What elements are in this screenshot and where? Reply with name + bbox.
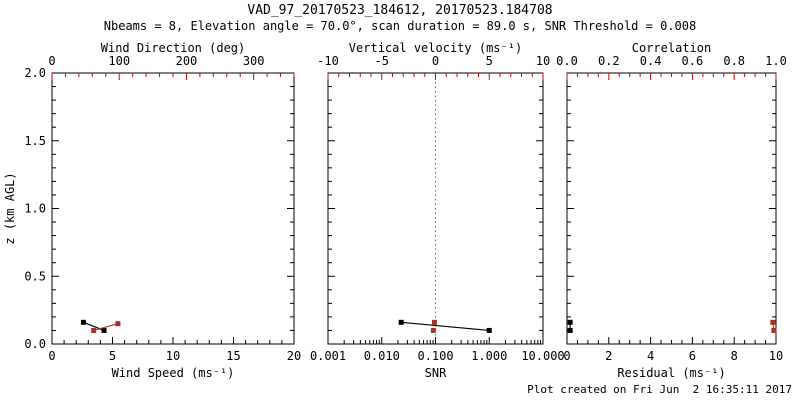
y-tick-label: 0.5 [24, 269, 46, 283]
residual-panel: 0 2 4 6 8 10 Residual (ms⁻¹) 0.0 0.2 0.4 0.6 0.8 1.0… [556, 41, 787, 380]
snr-bottom-axis-title: SNR [425, 366, 447, 380]
residual-x-tick-label: 2 [605, 349, 612, 363]
residual-bottom-axis-title: Residual (ms⁻¹) [617, 366, 725, 380]
wind-x-tick-label: 10 [166, 349, 180, 363]
snr-top-tick-label: -5 [375, 54, 389, 68]
residual-top-tick-label: 1.0 [765, 54, 787, 68]
plot-title: VAD_97_20170523_184612, 20170523.184708 [247, 3, 553, 18]
correlation-marker [771, 327, 777, 333]
snr-top-axis-title: Vertical velocity (ms⁻¹) [349, 41, 522, 55]
wind-top-axis-title: Wind Direction (deg) [101, 41, 246, 55]
y-axis-title: z (km AGL) [3, 172, 17, 244]
wind-direction-marker [115, 321, 121, 327]
y-tick-label: 1.0 [24, 202, 46, 216]
residual-plot-box [566, 72, 777, 345]
snr-x-tick-label: 0.100 [417, 349, 453, 363]
wind-direction-series [91, 321, 121, 333]
snr-top-tick-label: 5 [486, 54, 493, 68]
snr-x-tick-label: 0.010 [364, 349, 400, 363]
snr-profile-marker [398, 319, 404, 325]
snr-x-tick-label: 0.001 [310, 349, 346, 363]
wind-direction-marker [91, 327, 97, 333]
residual-x-tick-label: 8 [731, 349, 738, 363]
residual-top-tick-label: 0.6 [682, 54, 704, 68]
snr-profile-marker [486, 327, 492, 333]
y-tick-label: 2.0 [24, 66, 46, 80]
residual-top-axis-title: Correlation [632, 41, 711, 55]
snr-top-tick-label: 10 [536, 54, 550, 68]
residual-top-tick-label: 0.2 [598, 54, 620, 68]
wind-top-tick-label: 0 [48, 54, 55, 68]
residual-x-tick-label: 10 [769, 349, 783, 363]
wind-x-tick-label: 15 [226, 349, 240, 363]
wind-speed-marker [80, 319, 86, 325]
wind-top-tick-label: 200 [176, 54, 198, 68]
vertical-velocity-marker [430, 327, 436, 333]
wind-speed-marker [101, 327, 107, 333]
residual-profile-marker [567, 319, 573, 325]
residual-top-tick-label: 0.8 [723, 54, 745, 68]
snr-panel: 0.001 0.010 0.100 1.000 10.000 SNR -10 -5 0 5 10 Ve… [310, 41, 565, 380]
residual-x-tick-label: 4 [647, 349, 654, 363]
residual-x-tick-label: 6 [689, 349, 696, 363]
snr-x-tick-label: 1.000 [471, 349, 507, 363]
correlation-series [770, 319, 777, 333]
plot-subtitle: Nbeams = 8, Elevation angle = 70.0°, sca… [103, 19, 697, 33]
residual-top-tick-label: 0.4 [640, 54, 662, 68]
vertical-velocity-series [430, 319, 437, 333]
snr-top-tick-label: 0 [432, 54, 439, 68]
wind-top-tick-label: 100 [108, 54, 130, 68]
y-tick-label: 0.0 [24, 337, 46, 351]
wind-bottom-axis-title: Wind Speed (ms⁻¹) [112, 366, 235, 380]
residual-profile-marker [567, 327, 573, 333]
wind-top-tick-label: 300 [243, 54, 265, 68]
correlation-marker [770, 319, 776, 325]
snr-profile-series [398, 319, 492, 333]
wind-x-tick-label: 0 [48, 349, 55, 363]
snr-x-tick-label: 10.000 [521, 349, 564, 363]
residual-top-tick-label: 0.0 [556, 54, 578, 68]
wind-direction-line [93, 323, 119, 332]
residual-profile-series [567, 319, 573, 333]
wind-x-tick-label: 20 [287, 349, 301, 363]
wind-plot-box [51, 72, 295, 345]
vertical-velocity-marker [431, 319, 437, 325]
wind-panel: 0.0 0.5 1.0 1.5 2.0 z (km AGL) 0 5 10 15 20 Wind Sp… [3, 41, 301, 380]
snr-top-tick-label: -10 [317, 54, 339, 68]
plot-created-timestamp: Plot created on Fri Jun 2 16:35:11 2017 [527, 383, 792, 396]
y-tick-label: 1.5 [24, 134, 46, 148]
snr-profile-line [401, 321, 490, 332]
wind-x-tick-label: 5 [109, 349, 116, 363]
residual-x-tick-label: 0 [563, 349, 570, 363]
